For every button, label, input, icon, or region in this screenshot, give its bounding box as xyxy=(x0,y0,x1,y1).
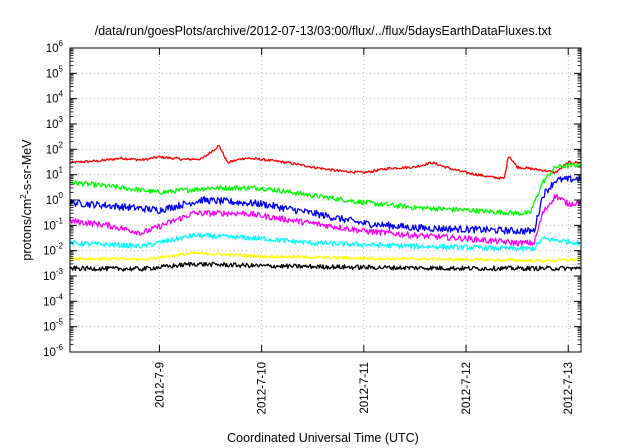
y-axis-label-exp: 2 xyxy=(19,194,28,199)
y-tick-label-base: 10 xyxy=(46,195,59,207)
y-tick-label: 102 xyxy=(46,140,64,156)
y-tick-label-exp: -2 xyxy=(56,242,64,251)
x-tick-label: 2012-7-9 xyxy=(154,362,166,408)
series-line xyxy=(69,251,581,263)
y-tick-label-base: 10 xyxy=(46,170,59,182)
y-tick-label-exp: -5 xyxy=(56,318,64,327)
y-axis-label-base: protons/cm xyxy=(20,199,34,261)
y-tick-label-base: 10 xyxy=(46,43,59,55)
y-tick-label: 10-3 xyxy=(43,267,63,283)
y-tick-label: 10-2 xyxy=(43,242,63,258)
y-tick-label-exp: 2 xyxy=(59,140,64,149)
y-tick-label: 106 xyxy=(46,39,64,55)
series-group xyxy=(69,144,581,272)
y-tick-label-exp: 1 xyxy=(59,166,64,175)
y-tick-label: 105 xyxy=(46,64,64,80)
series-line xyxy=(69,175,581,235)
x-tick-label: 2012-7-12 xyxy=(461,362,473,414)
chart-title: /data/run/goesPlots/archive/2012-07-13/0… xyxy=(95,24,552,38)
y-tick-label: 103 xyxy=(46,115,64,131)
y-tick-label-base: 10 xyxy=(43,246,56,258)
series-line xyxy=(69,161,581,217)
y-axis-label-rest: -s-sr-MeV xyxy=(20,139,34,195)
series-line xyxy=(69,261,581,272)
x-axis-label: Coordinated Universal Time (UTC) xyxy=(227,431,419,445)
x-tick-labels: 2012-7-9 2012-7-10 2012-7-11 2012-7-12 2012-… xyxy=(154,362,575,414)
x-tick-label: 2012-7-11 xyxy=(359,362,371,414)
y-tick-label-base: 10 xyxy=(43,271,56,283)
y-axis-label: protons/cm2-s-sr-MeV xyxy=(19,139,34,261)
y-tick-label-exp: 6 xyxy=(59,39,64,48)
y-tick-label: 101 xyxy=(46,166,64,182)
y-tick-label-base: 10 xyxy=(43,220,56,232)
y-tick-label: 10-1 xyxy=(43,216,63,232)
y-tick-label: 10-4 xyxy=(43,292,63,308)
series-line xyxy=(69,144,581,180)
y-tick-label-base: 10 xyxy=(43,296,56,308)
y-tick-label: 104 xyxy=(46,90,64,106)
y-tick-label: 10-6 xyxy=(43,343,63,359)
y-tick-label-exp: 5 xyxy=(59,64,64,73)
y-tick-label-exp: -1 xyxy=(56,216,64,225)
y-tick-label-exp: 3 xyxy=(59,115,64,124)
series-line xyxy=(69,193,581,247)
y-tick-label-base: 10 xyxy=(46,119,59,131)
y-tick-label-exp: -6 xyxy=(56,343,64,352)
y-tick-label-base: 10 xyxy=(46,144,59,156)
y-tick-label-base: 10 xyxy=(46,94,59,106)
y-tick-label: 10-5 xyxy=(43,318,63,334)
y-tick-label-exp: -4 xyxy=(56,292,64,301)
y-tick-label-exp: 0 xyxy=(59,191,64,200)
y-tick-label-base: 10 xyxy=(43,347,56,359)
y-tick-label: 100 xyxy=(46,191,64,207)
y-tick-label-exp: -3 xyxy=(56,267,64,276)
y-tick-label-exp: 4 xyxy=(59,90,64,99)
series-line xyxy=(69,232,581,252)
y-tick-labels: 10-610-510-410-310-210-11001011021031041… xyxy=(43,39,63,359)
y-tick-label-base: 10 xyxy=(43,322,56,334)
x-tick-label: 2012-7-13 xyxy=(563,362,575,414)
grid xyxy=(70,48,581,352)
tick-marks xyxy=(70,47,581,353)
y-tick-label-base: 10 xyxy=(46,68,59,80)
x-tick-label: 2012-7-10 xyxy=(257,362,269,414)
